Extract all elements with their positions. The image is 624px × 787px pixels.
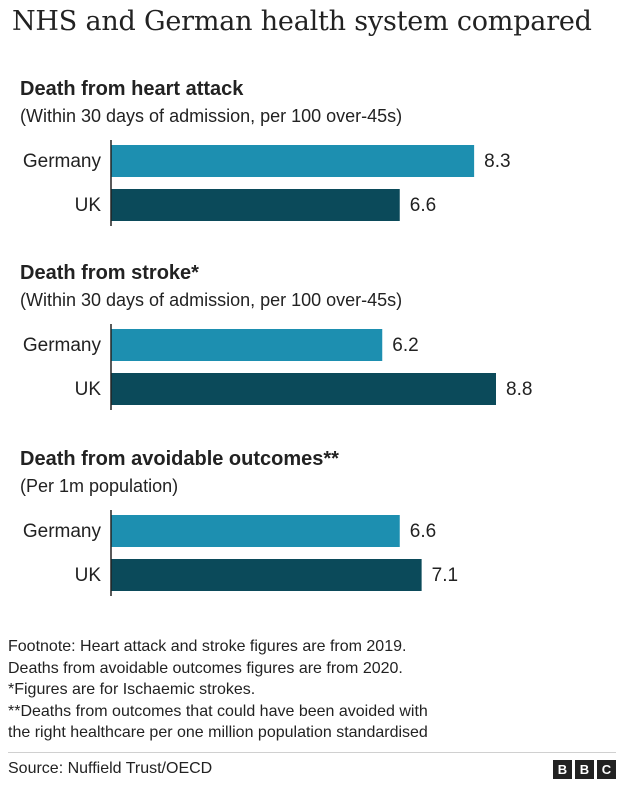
panel-title: Death from avoidable outcomes** <box>20 448 339 470</box>
panel-heart-attack: Death from heart attack (Within 30 days … <box>0 78 624 238</box>
source-text: Source: Nuffield Trust/OECD <box>8 760 213 777</box>
category-label: UK <box>75 195 102 216</box>
footnote: Footnote: Heart attack and stroke figure… <box>8 636 428 744</box>
bar-chart-avoidable-outcomes: Germany 6.6 UK 7.1 <box>23 510 458 596</box>
divider <box>8 752 616 753</box>
footnote-line: Deaths from avoidable outcomes figures a… <box>8 659 403 677</box>
bar-chart-heart-attack: Germany 8.3 UK 6.6 <box>23 140 511 226</box>
bar-uk <box>111 373 496 405</box>
footnote-line: *Figures are for Ischaemic strokes. <box>8 681 256 698</box>
bar-uk <box>111 559 422 591</box>
footnote-line: the right healthcare per one million pop… <box>8 724 428 741</box>
bar-chart-stroke: Germany 6.2 UK 8.8 <box>23 324 532 410</box>
category-label: Germany <box>23 521 102 542</box>
value-label: 8.8 <box>506 379 532 400</box>
panel-subtitle: (Within 30 days of admission, per 100 ov… <box>20 290 403 310</box>
bbc-logo-block: B <box>575 760 594 779</box>
bar-germany <box>111 515 400 547</box>
chart-title: NHS and German health system compared <box>12 6 592 37</box>
value-label: 7.1 <box>432 565 458 586</box>
value-label: 6.6 <box>410 521 436 542</box>
bar-germany <box>111 329 383 361</box>
panel-avoidable-outcomes: Death from avoidable outcomes** (Per 1m … <box>0 448 624 608</box>
panel-stroke: Death from stroke* (Within 30 days of ad… <box>0 262 624 422</box>
panel-subtitle: (Per 1m population) <box>20 476 179 496</box>
panel-title: Death from stroke* <box>20 262 199 284</box>
value-label: 8.3 <box>484 151 510 172</box>
bbc-logo-block: C <box>597 760 616 779</box>
bar-uk <box>111 189 400 221</box>
category-label: UK <box>75 565 102 586</box>
bbc-logo: B B C <box>553 760 616 779</box>
footnote-line: Footnote: Heart attack and stroke figure… <box>8 638 407 655</box>
panel-subtitle: (Within 30 days of admission, per 100 ov… <box>20 106 403 126</box>
footnote-line: **Deaths from outcomes that could have b… <box>8 702 428 720</box>
category-label: Germany <box>23 151 102 172</box>
value-label: 6.2 <box>392 335 418 356</box>
category-label: Germany <box>23 335 102 356</box>
panel-title: Death from heart attack <box>20 78 244 100</box>
bbc-logo-block: B <box>553 760 572 779</box>
value-label: 6.6 <box>410 195 436 216</box>
category-label: UK <box>75 379 102 400</box>
bar-germany <box>111 145 475 177</box>
